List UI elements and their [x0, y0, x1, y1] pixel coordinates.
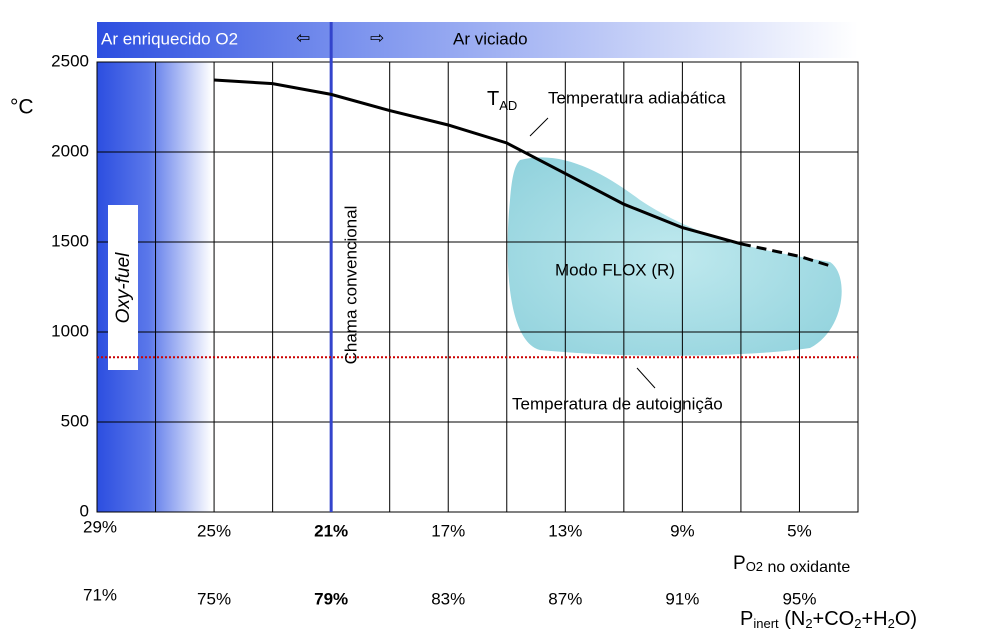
x-tick-label: 9% [670, 521, 695, 540]
oxyfuel-label: Oxy-fuel [113, 252, 134, 324]
x-tick-label: 21% [314, 521, 348, 540]
y-tick-label: 1500 [51, 231, 89, 250]
arrow-left: ⇦ [296, 28, 310, 47]
x-tick-label: 29% [83, 517, 117, 536]
x2-tick-label: 91% [665, 589, 699, 608]
y-tick-label: 500 [61, 411, 89, 430]
x-label-part: P [733, 553, 746, 574]
y-tick-label: 2000 [51, 141, 89, 160]
tad-t: T [487, 88, 499, 110]
chart: 0500100015002000250029%25%21%17%13%9%5%7… [0, 0, 982, 635]
y-tick-label: 2500 [51, 51, 89, 70]
top-right-label: Ar viciado [453, 29, 528, 48]
x2-label-part: (N [779, 608, 806, 630]
y-tick-label: 1000 [51, 321, 89, 340]
flox-label: Modo FLOX (R) [555, 260, 675, 279]
x-label-part: no oxidante [763, 559, 850, 576]
x2-label-part: O) [895, 608, 917, 630]
x2-label-part: P [740, 608, 753, 630]
x-tick-label: 17% [431, 521, 465, 540]
tad-text: Temperatura adiabática [548, 88, 726, 107]
x2-tick-label: 95% [782, 589, 816, 608]
x2-label-part: 2 [805, 616, 812, 631]
x-label-part: O2 [746, 559, 763, 574]
x2-tick-label: 75% [197, 589, 231, 608]
x2-tick-label: 87% [548, 589, 582, 608]
x-tick-label: 5% [787, 521, 812, 540]
x2-label-part: +CO [813, 608, 855, 630]
autoignition-label: Temperatura de autoignição [512, 394, 723, 413]
y-unit: °C [10, 96, 34, 119]
conventional-label: Chama convencional [341, 206, 360, 365]
x2-label-part: inert [753, 616, 779, 631]
x2-label-part: 2 [888, 616, 895, 631]
x-axis-label: PO2 no oxidante [733, 553, 850, 576]
x2-label-part: 2 [854, 616, 861, 631]
x2-tick-label: 83% [431, 589, 465, 608]
x2-tick-label: 71% [83, 585, 117, 604]
top-left-label: Ar enriquecido O2 [101, 29, 238, 48]
tad-sub: AD [499, 98, 517, 113]
x2-tick-label: 79% [314, 589, 348, 608]
x-tick-label: 13% [548, 521, 582, 540]
tad-label: TAD [487, 88, 517, 113]
flox-region [508, 157, 842, 355]
autoignition-arrow [637, 368, 655, 388]
x2-label-part: +H [861, 608, 887, 630]
tad-arrow [530, 118, 548, 136]
x-tick-label: 25% [197, 521, 231, 540]
x2-axis-label: Pinert (N2+CO2+H2O) [740, 608, 917, 631]
arrow-right: ⇨ [370, 28, 384, 47]
